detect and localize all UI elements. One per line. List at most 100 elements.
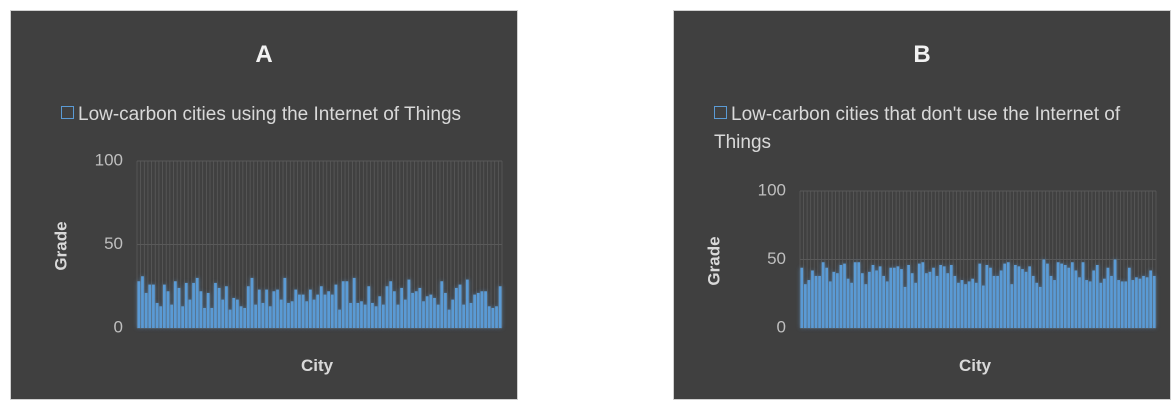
bar	[465, 279, 469, 328]
bar	[192, 282, 195, 328]
bar	[1021, 269, 1024, 328]
x-axis-label: City	[301, 356, 334, 375]
bar	[436, 304, 440, 328]
bar	[807, 280, 811, 328]
bar	[896, 266, 900, 328]
bar	[203, 307, 206, 328]
bar	[1014, 264, 1017, 328]
bar	[243, 307, 247, 328]
legend-label: Low-carbon cities using the Internet of …	[78, 104, 462, 125]
x-axis-label: City	[959, 356, 992, 375]
chart-title: A	[255, 41, 273, 68]
bar	[910, 273, 914, 328]
bar	[352, 277, 356, 328]
bar	[974, 282, 978, 328]
bar	[232, 297, 236, 328]
bar	[839, 264, 843, 328]
bar	[283, 277, 287, 328]
bar	[875, 270, 878, 328]
bar	[1070, 262, 1074, 328]
bar	[996, 275, 999, 328]
bar	[257, 289, 261, 328]
bar	[917, 263, 921, 328]
bar	[1003, 263, 1007, 328]
bar	[957, 282, 960, 328]
bar	[334, 284, 338, 328]
bar	[181, 306, 185, 328]
y-tick-label: 100	[758, 180, 786, 199]
bar	[1106, 267, 1110, 328]
bar	[946, 273, 950, 328]
bar	[928, 271, 932, 328]
bar	[422, 301, 425, 328]
bar	[246, 286, 250, 328]
bar	[141, 276, 144, 328]
bar	[356, 302, 360, 328]
bar	[159, 306, 163, 328]
bar	[978, 263, 982, 328]
bar	[308, 289, 312, 328]
plot: 0 50 100	[758, 180, 1157, 336]
bar	[1099, 282, 1103, 328]
bar	[857, 262, 861, 328]
bar	[914, 282, 918, 328]
bar	[137, 281, 141, 328]
bar	[162, 284, 166, 328]
bar	[349, 302, 352, 328]
bar	[400, 287, 404, 328]
bar	[843, 263, 846, 328]
bar	[1149, 270, 1153, 328]
bar	[144, 292, 148, 328]
bar	[254, 304, 258, 328]
bar	[173, 281, 177, 328]
bar	[1088, 281, 1092, 328]
bar	[907, 264, 910, 328]
bar	[217, 287, 221, 328]
bar	[221, 299, 225, 328]
bar	[323, 294, 327, 328]
bar	[868, 271, 871, 328]
bar	[853, 262, 857, 328]
bar	[992, 275, 996, 328]
bar	[155, 302, 159, 328]
bar	[433, 297, 436, 328]
bar	[261, 302, 265, 328]
bar	[967, 281, 971, 328]
legend-swatch	[714, 106, 727, 119]
bar	[1092, 270, 1096, 328]
bar	[1120, 281, 1124, 328]
bar	[1145, 277, 1149, 328]
bar	[206, 292, 210, 328]
bar	[225, 286, 228, 328]
bar	[1117, 280, 1120, 328]
y-tick-label: 100	[95, 150, 123, 169]
bar	[885, 281, 889, 328]
bar	[166, 291, 170, 328]
bar	[1152, 275, 1156, 328]
y-tick-label: 0	[777, 317, 786, 336]
bar	[949, 264, 953, 328]
bar	[338, 309, 341, 328]
bar	[389, 281, 393, 328]
bar	[825, 267, 829, 328]
bar	[440, 281, 444, 328]
bar	[939, 264, 942, 328]
bar	[451, 299, 455, 328]
bar	[811, 270, 814, 328]
bar	[444, 292, 447, 328]
bar	[1017, 266, 1021, 328]
bar	[378, 296, 382, 328]
bar	[484, 291, 487, 328]
bar	[177, 287, 181, 328]
bar	[239, 306, 243, 328]
bar	[860, 273, 864, 328]
bar	[403, 299, 407, 328]
bar	[800, 267, 804, 328]
bar	[989, 267, 992, 328]
bar	[473, 294, 477, 328]
bar	[235, 299, 239, 328]
bar	[921, 262, 925, 328]
y-tick-label: 50	[104, 234, 123, 253]
bar	[487, 306, 491, 328]
chart-panel: B Low-carbon cities that don't use the I…	[673, 10, 1171, 400]
